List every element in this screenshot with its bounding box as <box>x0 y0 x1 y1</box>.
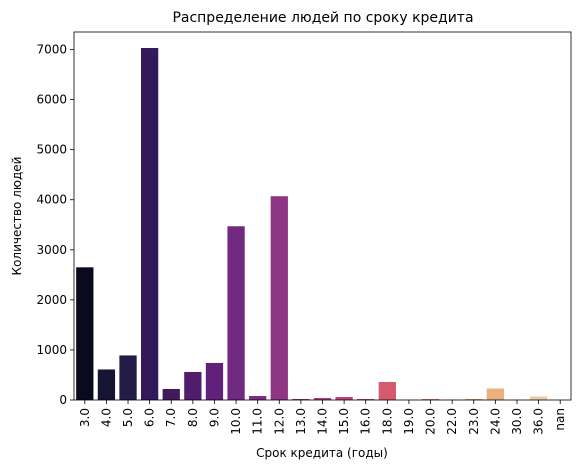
x-tick-label: 15.0 <box>337 408 351 435</box>
bar-36.0 <box>529 396 548 400</box>
x-tick-label: 6.0 <box>143 408 157 427</box>
bar-3.0 <box>76 267 94 400</box>
bar-16.0 <box>357 398 375 400</box>
x-tick-label: 18.0 <box>380 408 394 435</box>
plot-area: 0 1000 2000 3000 4000 5000 6000 7000 3.0 4.0 5.0 6.… <box>36 43 569 435</box>
x-tick-label: 22.0 <box>445 408 459 435</box>
bar-7.0 <box>162 388 180 400</box>
x-tick-label: 30.0 <box>510 408 524 435</box>
bar-10.0 <box>227 226 245 400</box>
x-tick-label: 5.0 <box>121 408 135 427</box>
bar-12.0 <box>270 196 288 400</box>
chart-title: Распределение людей по сроку кредита <box>172 10 473 26</box>
x-tick-label: 9.0 <box>207 408 221 427</box>
x-tick-label: 20.0 <box>424 408 438 435</box>
y-tick-label: 5000 <box>36 143 67 157</box>
x-tick-label: 8.0 <box>186 408 200 427</box>
x-axis-label: Срок кредита (годы) <box>256 446 388 460</box>
x-tick-label: 10.0 <box>229 408 243 435</box>
bar-13.0 <box>292 398 310 400</box>
x-tick-label: 24.0 <box>488 408 502 435</box>
x-tick-label: 3.0 <box>78 408 92 427</box>
x-tick-label: 16.0 <box>359 408 373 435</box>
bar-20.0 <box>421 398 440 400</box>
axes-frame <box>73 31 572 401</box>
bar-8.0 <box>184 371 202 400</box>
y-tick-label: 2000 <box>36 293 67 307</box>
bar-23.0 <box>465 398 483 400</box>
y-tick-label: 6000 <box>36 93 67 107</box>
y-tick-label: 4000 <box>36 193 67 207</box>
x-tick-label: 7.0 <box>164 408 178 427</box>
bar-5.0 <box>119 355 137 400</box>
y-tick-label: 3000 <box>36 243 67 257</box>
x-tick-label: 14.0 <box>316 408 330 435</box>
bar-15.0 <box>335 396 353 400</box>
x-tick-label: 23.0 <box>467 408 481 435</box>
bar-18.0 <box>378 381 396 400</box>
y-tick-label: 1000 <box>36 343 67 357</box>
x-tick-label: 12.0 <box>272 408 286 435</box>
y-tick-label: 7000 <box>36 43 67 57</box>
bar-6.0 <box>140 48 159 401</box>
x-tick-label: 19.0 <box>402 408 416 435</box>
x-tick-label: 11.0 <box>251 408 265 435</box>
x-tick-label: 36.0 <box>532 408 546 435</box>
bar-14.0 <box>313 397 332 400</box>
bar-4.0 <box>97 369 116 400</box>
bar-9.0 <box>205 362 224 400</box>
x-tick-label: 13.0 <box>294 408 308 435</box>
x-tick-label: nan <box>553 408 567 431</box>
y-tick-label: 0 <box>59 393 67 407</box>
x-tick-label: 4.0 <box>99 408 113 427</box>
y-axis-label: Количество людей <box>10 157 24 276</box>
bar-24.0 <box>486 388 505 400</box>
bar-11.0 <box>249 395 267 400</box>
